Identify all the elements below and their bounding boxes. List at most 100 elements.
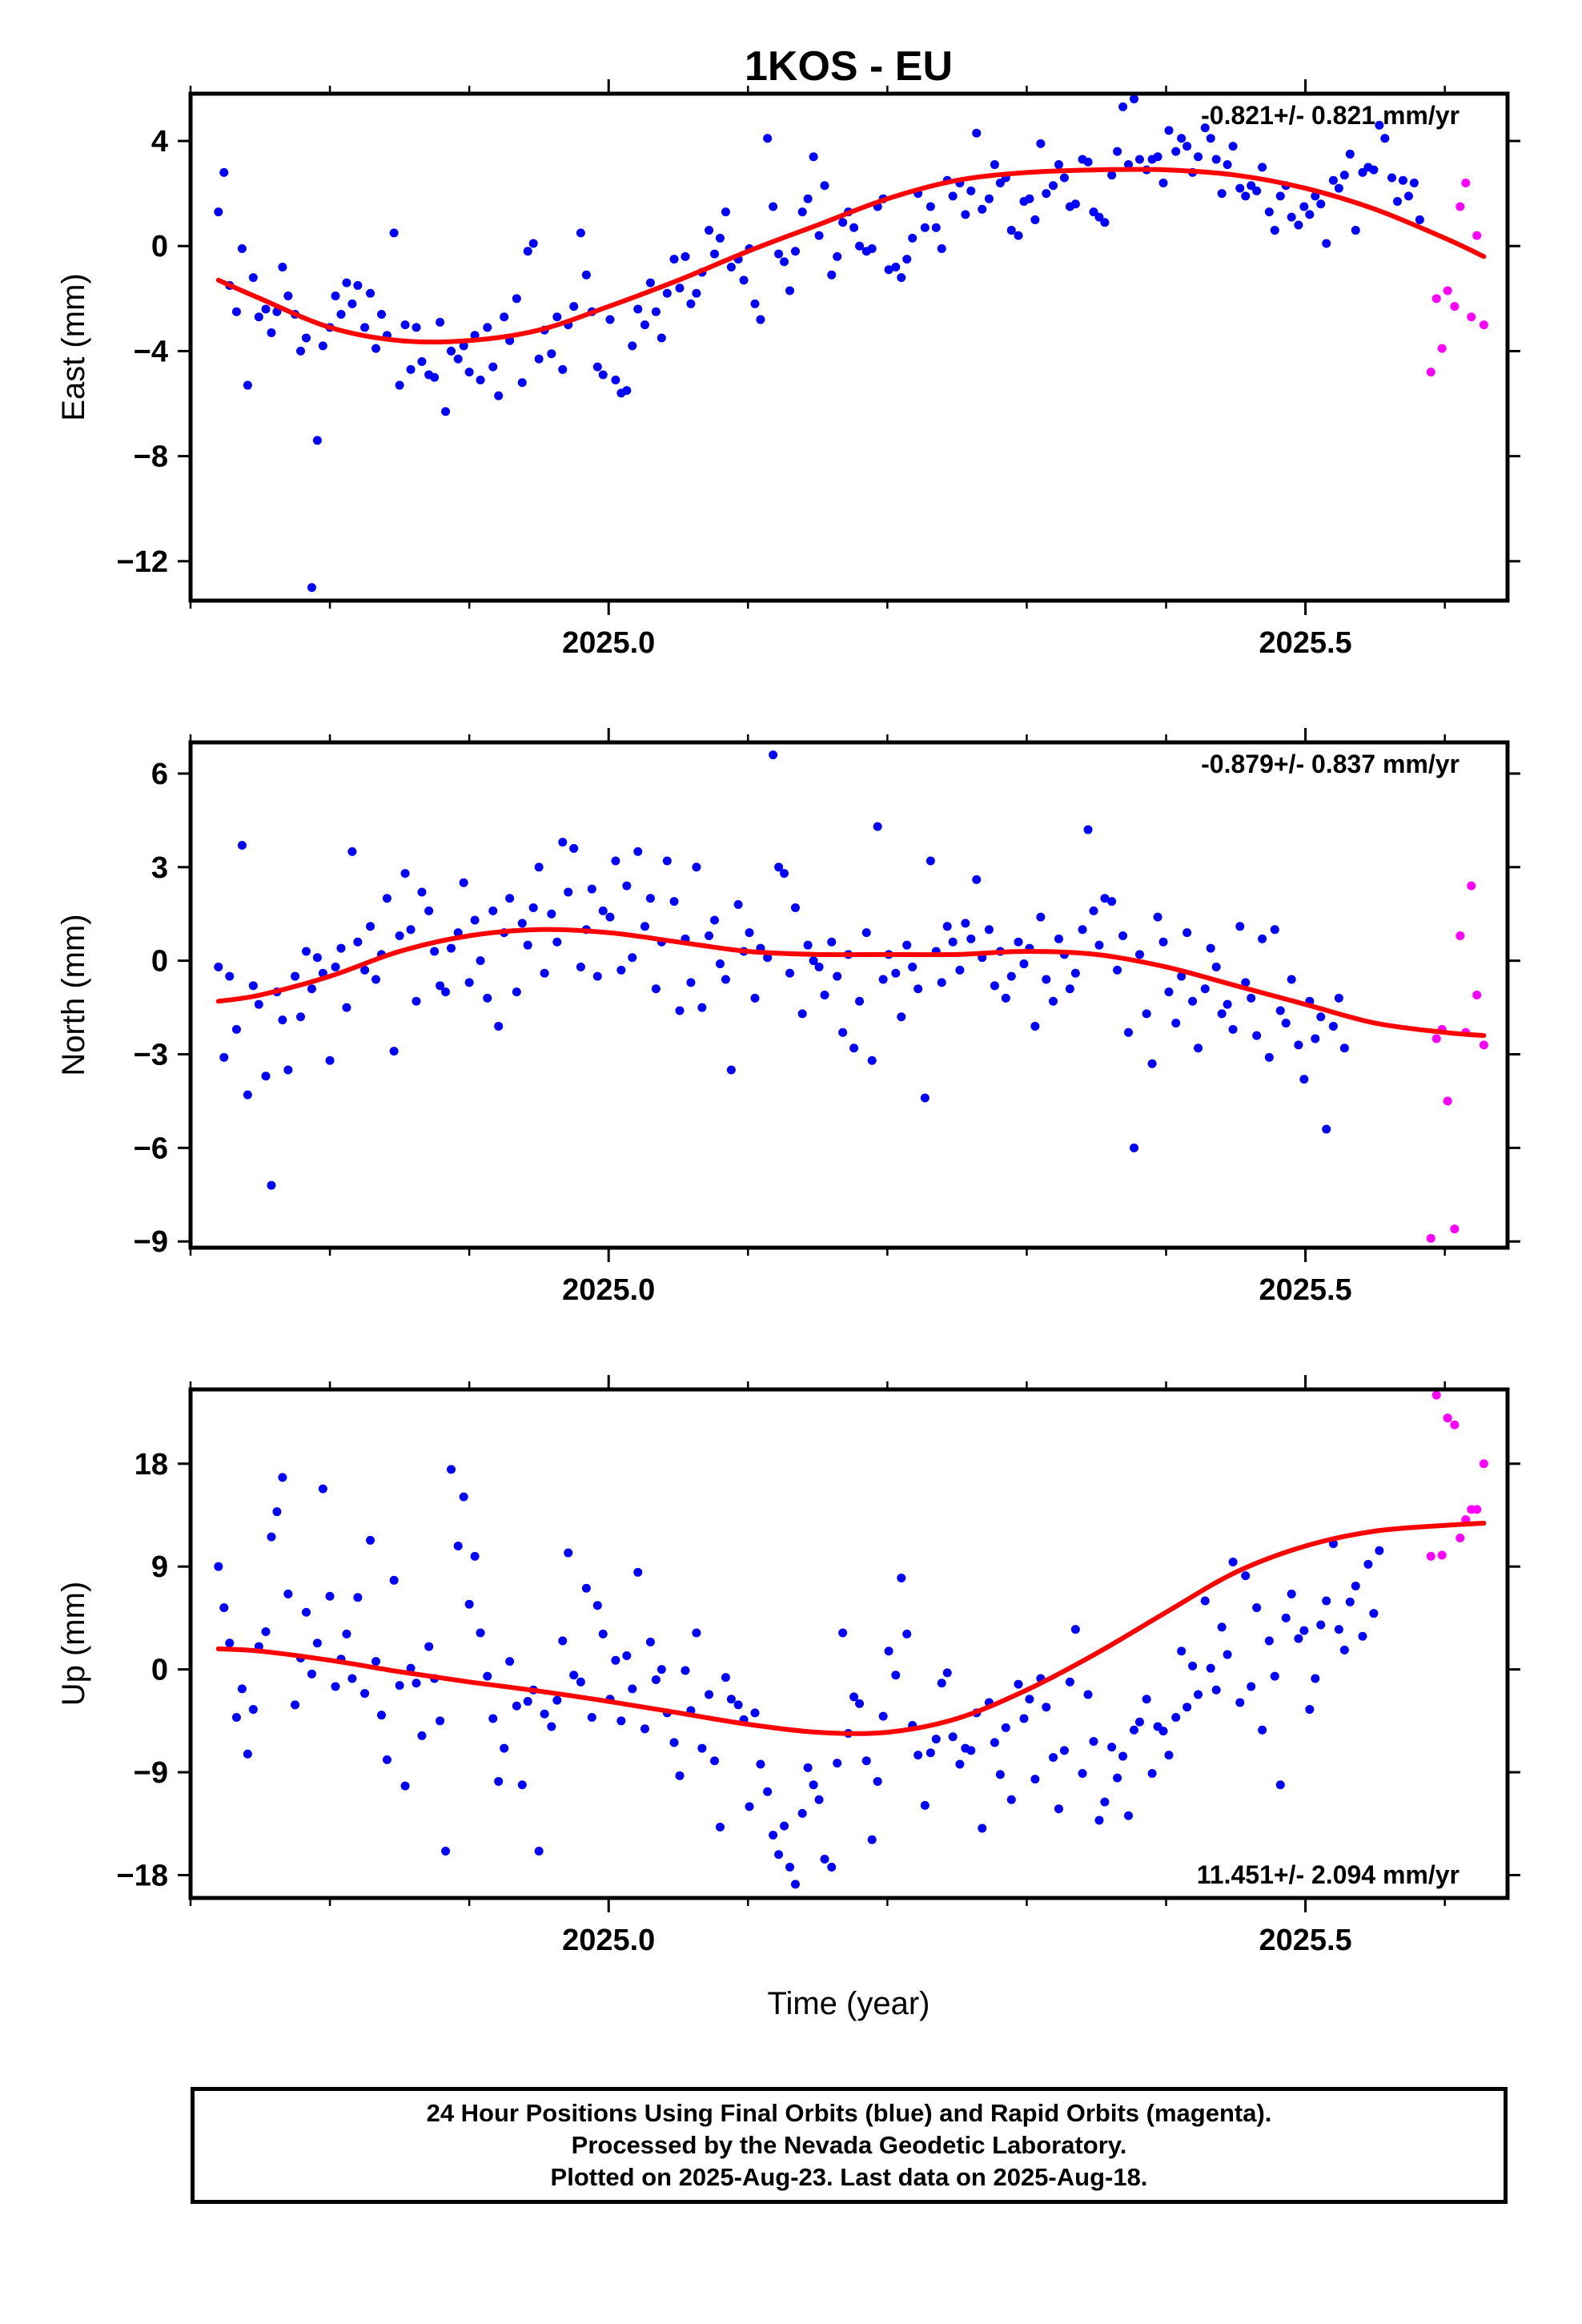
east-final-point — [780, 257, 789, 267]
east-final-point — [1375, 120, 1384, 130]
east-final-point — [412, 323, 421, 332]
north-final-point — [1339, 1043, 1349, 1053]
up-final-point — [1089, 1737, 1098, 1747]
up-final-point — [820, 1854, 829, 1864]
east-final-point — [406, 364, 416, 374]
north-final-point — [1054, 934, 1063, 943]
east-final-point — [721, 207, 730, 217]
north-final-point — [430, 947, 440, 956]
east-final-point — [855, 241, 865, 251]
up-final-point — [1270, 1671, 1279, 1681]
north-final-point — [861, 928, 871, 938]
up-final-point — [1030, 1775, 1040, 1784]
east-rapid-point — [1426, 368, 1435, 377]
north-final-point — [645, 894, 655, 903]
north-final-point — [1375, 0, 1383, 5]
up-final-point — [1351, 1581, 1360, 1590]
north-final-point — [763, 953, 773, 963]
up-rapid-point — [1426, 1551, 1435, 1561]
north-final-point — [838, 1027, 848, 1037]
north-final-point — [1235, 922, 1245, 931]
east-final-point — [237, 244, 247, 254]
panels: 2025.0 2025.5 4 0 −4 −8 −12 East (mm) -0.821+/- … — [56, 0, 1520, 1957]
east-final-point — [488, 362, 498, 372]
up-final-point — [267, 1532, 276, 1542]
east-final-point — [897, 273, 906, 283]
east-final-point — [1247, 181, 1256, 191]
east-final-point — [1270, 226, 1279, 235]
north-x-tick-label: 2025.5 — [1259, 1273, 1351, 1307]
up-final-point — [1258, 1725, 1267, 1735]
up-final-point — [587, 1713, 596, 1723]
up-y-tick-label: −18 — [117, 1859, 168, 1892]
north-final-point — [225, 971, 235, 981]
north-final-point — [1334, 993, 1343, 1003]
up-final-point — [873, 1776, 882, 1786]
up-final-point — [692, 1628, 701, 1638]
up-final-point — [1177, 1647, 1186, 1656]
up-final-point — [1118, 1751, 1128, 1761]
north-y-tick-label: 6 — [151, 758, 168, 791]
up-final-point — [598, 1629, 608, 1638]
north-final-point — [1206, 943, 1215, 953]
up-final-point — [1158, 1727, 1168, 1736]
north-final-point — [395, 931, 404, 940]
up-final-point — [931, 1735, 941, 1744]
up-final-point — [1070, 1625, 1080, 1634]
east-final-point — [376, 310, 386, 320]
north-final-point — [1001, 993, 1010, 1003]
up-final-point — [382, 1755, 391, 1764]
up-final-point — [1299, 1626, 1309, 1635]
north-final-point — [1217, 1009, 1227, 1019]
up-final-point — [884, 1647, 893, 1656]
north-final-point — [342, 1003, 351, 1012]
north-final-point — [459, 878, 468, 887]
east-frame — [188, 91, 1510, 603]
north-final-point — [733, 900, 743, 910]
east-final-point — [937, 244, 946, 254]
north-x-tick-label: 2025.0 — [562, 1273, 655, 1307]
east-final-point — [1042, 189, 1051, 199]
north-final-point — [1211, 962, 1221, 971]
up-final-point — [675, 1771, 685, 1780]
east-final-point — [769, 202, 778, 211]
north-final-point — [1065, 984, 1074, 994]
north-final-point — [745, 928, 754, 938]
up-final-point — [878, 1711, 888, 1721]
north-final-point — [447, 943, 456, 953]
north-final-point — [1188, 996, 1198, 1006]
east-final-point — [1294, 220, 1303, 230]
north-final-point — [1247, 993, 1256, 1003]
north-final-point — [360, 965, 370, 975]
north-final-point — [1346, 0, 1355, 5]
north-final-point — [705, 931, 714, 940]
east-final-point — [598, 370, 608, 380]
north-final-point — [331, 962, 340, 971]
north-final-point — [913, 984, 923, 994]
north-final-point — [790, 903, 800, 912]
up-frame — [188, 1387, 1510, 1900]
north-final-point — [1281, 1019, 1291, 1028]
north-final-point — [301, 947, 311, 956]
north-final-point — [1410, 0, 1419, 5]
north-rapid-point — [1431, 1034, 1441, 1043]
east-rapid-point — [1461, 179, 1471, 188]
up-final-point — [307, 1669, 316, 1679]
east-final-point — [827, 270, 837, 279]
east-final-point — [1094, 212, 1104, 222]
up-final-point — [237, 1684, 247, 1694]
north-rapid-point — [1426, 1233, 1435, 1243]
east-final-point — [838, 218, 848, 227]
east-final-point — [1134, 155, 1144, 164]
east-final-point — [1339, 171, 1349, 180]
up-panel: 2025.0 2025.5 18 9 0 −9 −18 Up (mm) 11.451+/- 2.… — [56, 0, 1520, 1957]
north-final-point — [855, 996, 865, 1006]
up-final-point — [1415, 0, 1424, 5]
up-final-point — [243, 1749, 252, 1759]
north-final-point — [721, 975, 730, 984]
east-final-point — [902, 255, 912, 264]
up-final-point — [681, 1666, 690, 1675]
up-final-point — [1322, 1596, 1331, 1606]
north-final-point — [1094, 940, 1104, 950]
up-final-point — [978, 1823, 987, 1833]
